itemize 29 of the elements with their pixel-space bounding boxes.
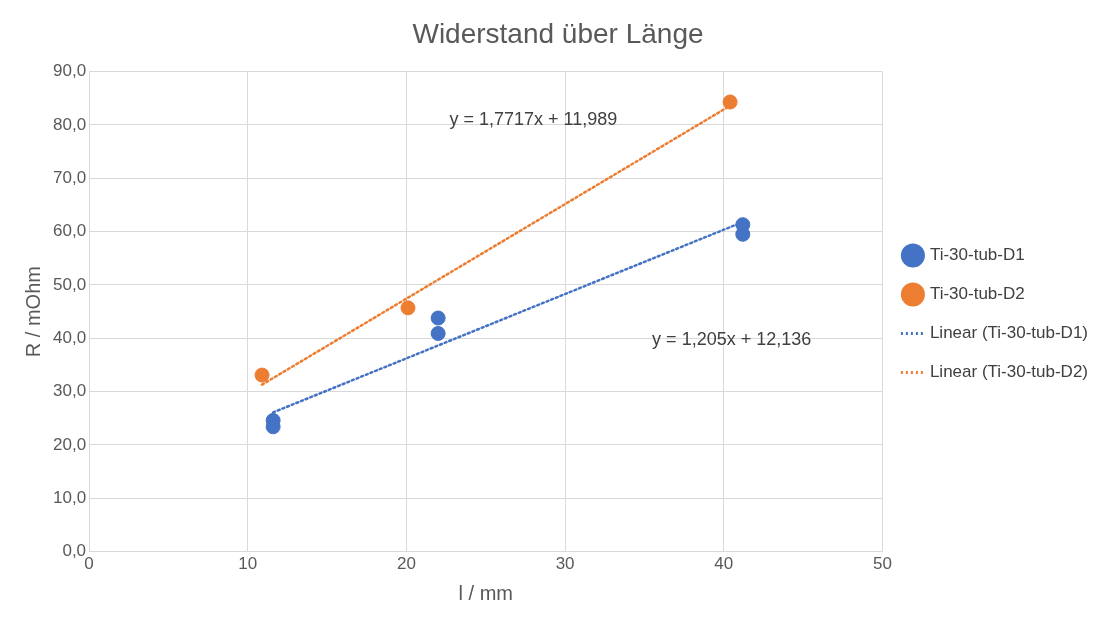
legend-label: Ti-30-tub-D1 bbox=[929, 245, 1025, 265]
y-tick-label: 50,0 bbox=[52, 274, 87, 294]
point bbox=[430, 325, 446, 341]
chart-title: Widerstand über Länge bbox=[412, 17, 704, 49]
x-tick-label: 20 bbox=[396, 554, 416, 574]
y-tick-label: 80,0 bbox=[52, 114, 87, 134]
y-tick-label: 30,0 bbox=[52, 381, 87, 401]
y-tick-label: 70,0 bbox=[52, 167, 87, 187]
x-tick-label: 10 bbox=[238, 554, 258, 574]
legend-label: Linear (Ti-30-tub-D1) bbox=[929, 323, 1089, 343]
y-tick-label: 20,0 bbox=[52, 434, 87, 454]
y-tick-label: 60,0 bbox=[52, 221, 87, 241]
annotation: y = 1,205x + 12,136 bbox=[652, 329, 812, 350]
point bbox=[430, 310, 446, 326]
legend-label: Linear (Ti-30-tub-D2) bbox=[929, 362, 1089, 382]
x-tick-label: 50 bbox=[872, 554, 892, 574]
y-tick-label: 40,0 bbox=[52, 327, 87, 347]
x-tick-label: 40 bbox=[714, 554, 734, 574]
x-axis-title: l / mm bbox=[458, 581, 513, 604]
y-tick-label: 90,0 bbox=[52, 61, 87, 81]
point bbox=[722, 94, 738, 110]
y-axis-title: R / mOhm bbox=[21, 266, 44, 358]
y-tick-label: 10,0 bbox=[52, 487, 87, 507]
point bbox=[254, 367, 270, 383]
point bbox=[400, 300, 416, 316]
annotation: y = 1,7717x + 11,989 bbox=[449, 108, 618, 129]
legend-label: Ti-30-tub-D2 bbox=[929, 284, 1025, 304]
x-tick-label: 30 bbox=[555, 554, 575, 574]
x-tick-label: 0 bbox=[84, 554, 94, 574]
